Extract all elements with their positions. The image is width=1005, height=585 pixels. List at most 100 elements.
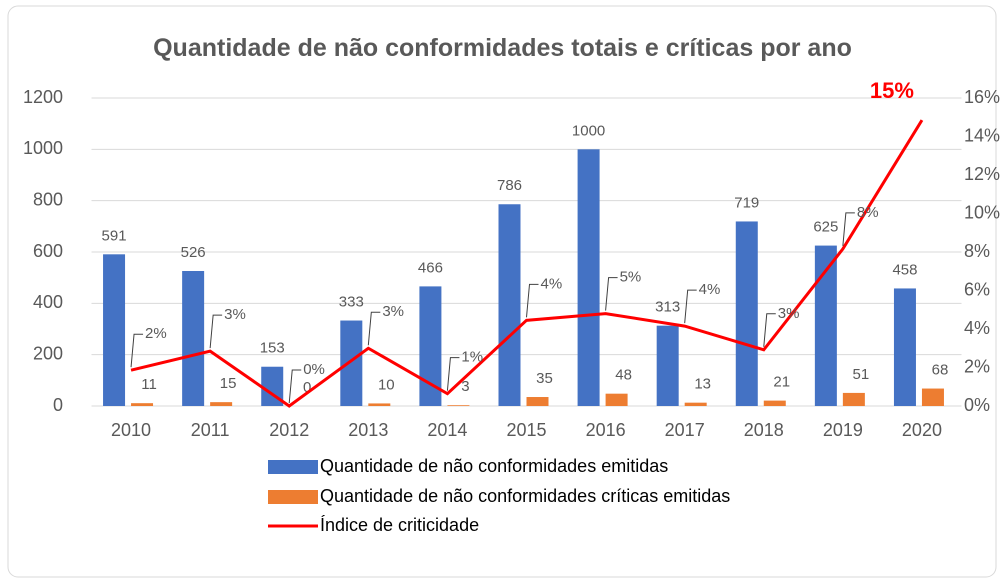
legend-label: Índice de criticidade	[320, 515, 479, 535]
bar	[763, 400, 786, 406]
x-tick-label: 2015	[506, 420, 546, 440]
label-leader	[446, 357, 460, 391]
bar	[103, 254, 126, 406]
label-leader	[288, 369, 302, 404]
bar	[131, 403, 154, 406]
y2-tick-label: 8%	[964, 241, 990, 261]
x-tick-label: 2013	[348, 420, 388, 440]
x-tick-label: 2020	[902, 420, 942, 440]
bar-value-label: 3	[461, 378, 469, 395]
legend-swatch	[268, 460, 318, 474]
bar	[419, 286, 442, 406]
line-value-label: 15%	[870, 78, 914, 103]
label-leader	[209, 314, 223, 349]
line-value-label: 2%	[145, 325, 167, 342]
bar-value-label: 0	[303, 379, 311, 396]
line-value-label: 8%	[857, 204, 879, 221]
line-value-label: 4%	[541, 275, 563, 292]
legend-swatch	[268, 490, 318, 504]
line-value-label: 3%	[382, 303, 404, 320]
bar-value-label: 466	[418, 259, 443, 276]
y-tick-label: 0	[53, 395, 63, 415]
x-tick-label: 2018	[744, 420, 784, 440]
legend-label: Quantidade de não conformidades emitidas	[320, 456, 668, 476]
x-tick-label: 2019	[823, 420, 863, 440]
bar	[893, 288, 916, 406]
bar-value-label: 68	[932, 362, 949, 379]
y-tick-label: 600	[33, 241, 63, 261]
bar	[498, 204, 521, 406]
line-value-label: 4%	[699, 281, 721, 298]
y-tick-label: 1200	[23, 87, 63, 107]
x-tick-label: 2016	[586, 420, 626, 440]
y-tick-label: 1000	[23, 138, 63, 158]
bar	[814, 245, 837, 406]
x-tick-label: 2011	[191, 420, 230, 440]
bar-value-label: 591	[102, 227, 127, 244]
y-tick-label: 800	[33, 189, 63, 209]
bar-value-label: 719	[734, 194, 759, 211]
y-tick-label: 200	[33, 343, 63, 363]
bar-value-label: 11	[141, 376, 157, 393]
bar-value-label: 15	[220, 375, 237, 392]
bar	[842, 392, 865, 406]
y2-tick-label: 2%	[964, 356, 990, 376]
y2-tick-label: 14%	[964, 125, 1000, 145]
chart-title: Quantidade de não conformidades totais e…	[153, 34, 852, 62]
bar	[605, 393, 628, 406]
line-value-label: 3%	[224, 306, 246, 323]
y2-tick-label: 16%	[964, 87, 1000, 107]
y2-tick-label: 10%	[964, 202, 1000, 222]
bar	[684, 402, 707, 406]
bar	[182, 270, 205, 406]
line-value-label: 0%	[303, 361, 325, 378]
bar	[261, 366, 284, 406]
bar-value-label: 625	[813, 219, 838, 236]
label-leader	[526, 283, 539, 318]
bar-value-label: 786	[497, 177, 522, 194]
y2-tick-label: 12%	[964, 164, 1000, 184]
bar	[921, 388, 944, 406]
bar-value-label: 35	[536, 370, 553, 387]
y-tick-label: 400	[33, 292, 63, 312]
bar-value-label: 458	[892, 261, 917, 278]
line-value-label: 5%	[620, 269, 642, 286]
label-leader	[367, 311, 381, 346]
line-value-label: 1%	[461, 349, 483, 366]
y2-tick-label: 0%	[964, 395, 990, 415]
bar	[577, 149, 600, 407]
bar-value-label: 153	[260, 340, 285, 357]
x-tick-label: 2012	[269, 420, 309, 440]
bar-value-label: 13	[694, 376, 711, 393]
bar-value-label: 526	[181, 244, 206, 261]
bar	[656, 325, 679, 406]
bar-value-label: 313	[655, 299, 680, 316]
bar-value-label: 51	[853, 366, 870, 383]
label-leader	[763, 313, 776, 347]
x-tick-label: 2010	[111, 420, 151, 440]
bar	[447, 405, 470, 406]
y2-tick-label: 6%	[964, 279, 990, 299]
line	[130, 119, 924, 408]
legend-label: Quantidade de não conformidades críticas…	[320, 486, 730, 506]
label-leader	[130, 333, 144, 368]
bar-value-label: 48	[615, 367, 632, 384]
label-leader	[605, 277, 618, 311]
bar-value-label: 10	[378, 376, 395, 393]
bar-value-label: 333	[339, 293, 364, 310]
bar-value-label: 1000	[572, 122, 605, 139]
bar	[735, 221, 758, 406]
label-leader	[684, 289, 697, 324]
label-leader	[842, 212, 855, 246]
line-value-label: 3%	[778, 305, 800, 322]
x-tick-label: 2017	[665, 420, 705, 440]
bar	[368, 403, 391, 406]
bar	[340, 320, 363, 406]
bar-value-label: 21	[773, 374, 790, 391]
bar	[526, 397, 549, 406]
x-tick-label: 2014	[427, 420, 467, 440]
bar	[210, 402, 233, 406]
y2-tick-label: 4%	[964, 318, 990, 338]
